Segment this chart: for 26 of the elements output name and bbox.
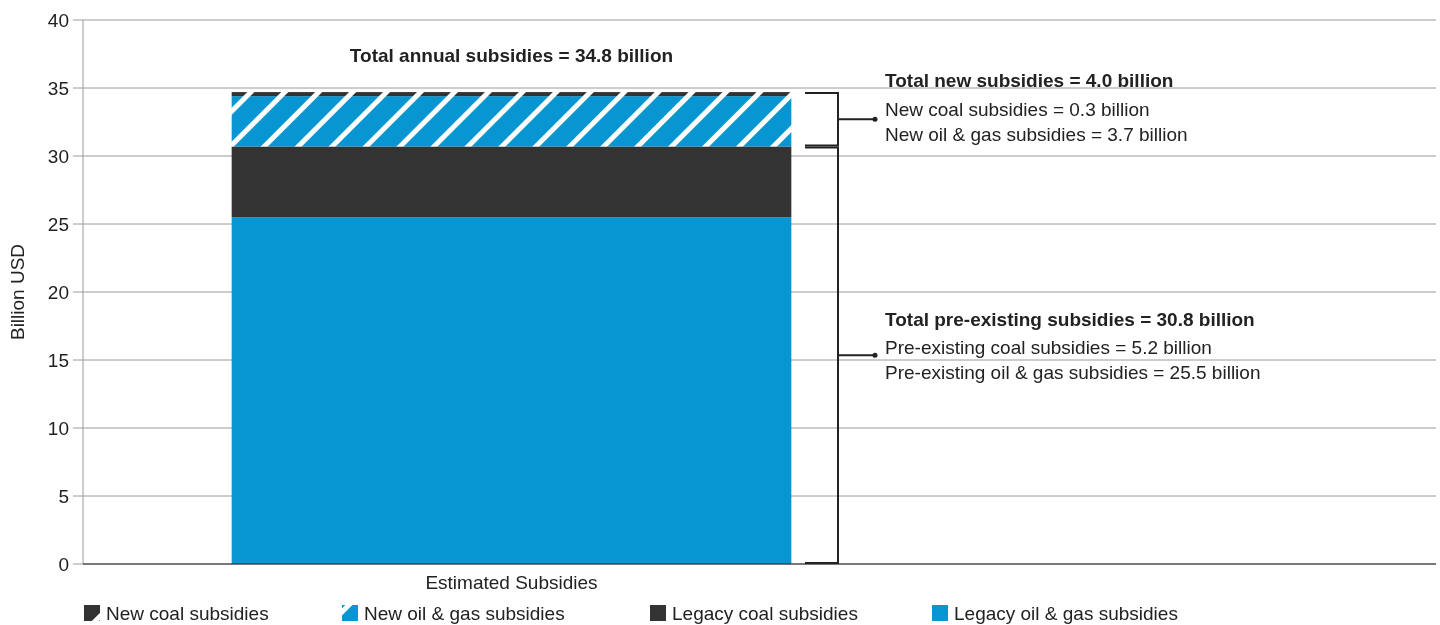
y-tick-label: 25: [47, 213, 69, 235]
annotation: Total annual subsidies = 34.8 billion: [349, 45, 674, 66]
annotation: New coal subsidies = 0.3 billion: [885, 99, 1150, 120]
annotation: Pre-existing coal subsidies = 5.2 billion: [885, 337, 1212, 358]
y-tick-label: 40: [47, 9, 69, 31]
legend-label: New coal subsidies: [106, 603, 269, 624]
bar: [231, 217, 792, 564]
y-tick-label: 30: [47, 145, 69, 167]
y-tick-label: 0: [58, 553, 69, 575]
bar: [231, 146, 792, 218]
annotation: Total new subsidies = 4.0 billion: [885, 70, 1174, 91]
annotation: Pre-existing oil & gas subsidies = 25.5 billion: [885, 362, 1261, 383]
y-tick-label: 15: [47, 349, 69, 371]
x-tick-label: Estimated Subsidies: [425, 572, 598, 593]
legend-label: Legacy coal subsidies: [672, 603, 858, 624]
legend-label: Legacy oil & gas subsidies: [954, 603, 1178, 624]
bar: [231, 92, 792, 97]
y-tick-label: 5: [58, 485, 69, 507]
y-tick-label: 10: [47, 417, 69, 439]
y-tick-label: 20: [47, 281, 69, 303]
bar: [231, 96, 792, 147]
y-tick-label: 35: [47, 77, 69, 99]
legend-label: New oil & gas subsidies: [364, 603, 565, 624]
y-axis-title: Billion USD: [7, 243, 28, 341]
annotation: New oil & gas subsidies = 3.7 billion: [885, 124, 1188, 145]
annotation: Total pre-existing subsidies = 30.8 billion: [885, 309, 1255, 330]
